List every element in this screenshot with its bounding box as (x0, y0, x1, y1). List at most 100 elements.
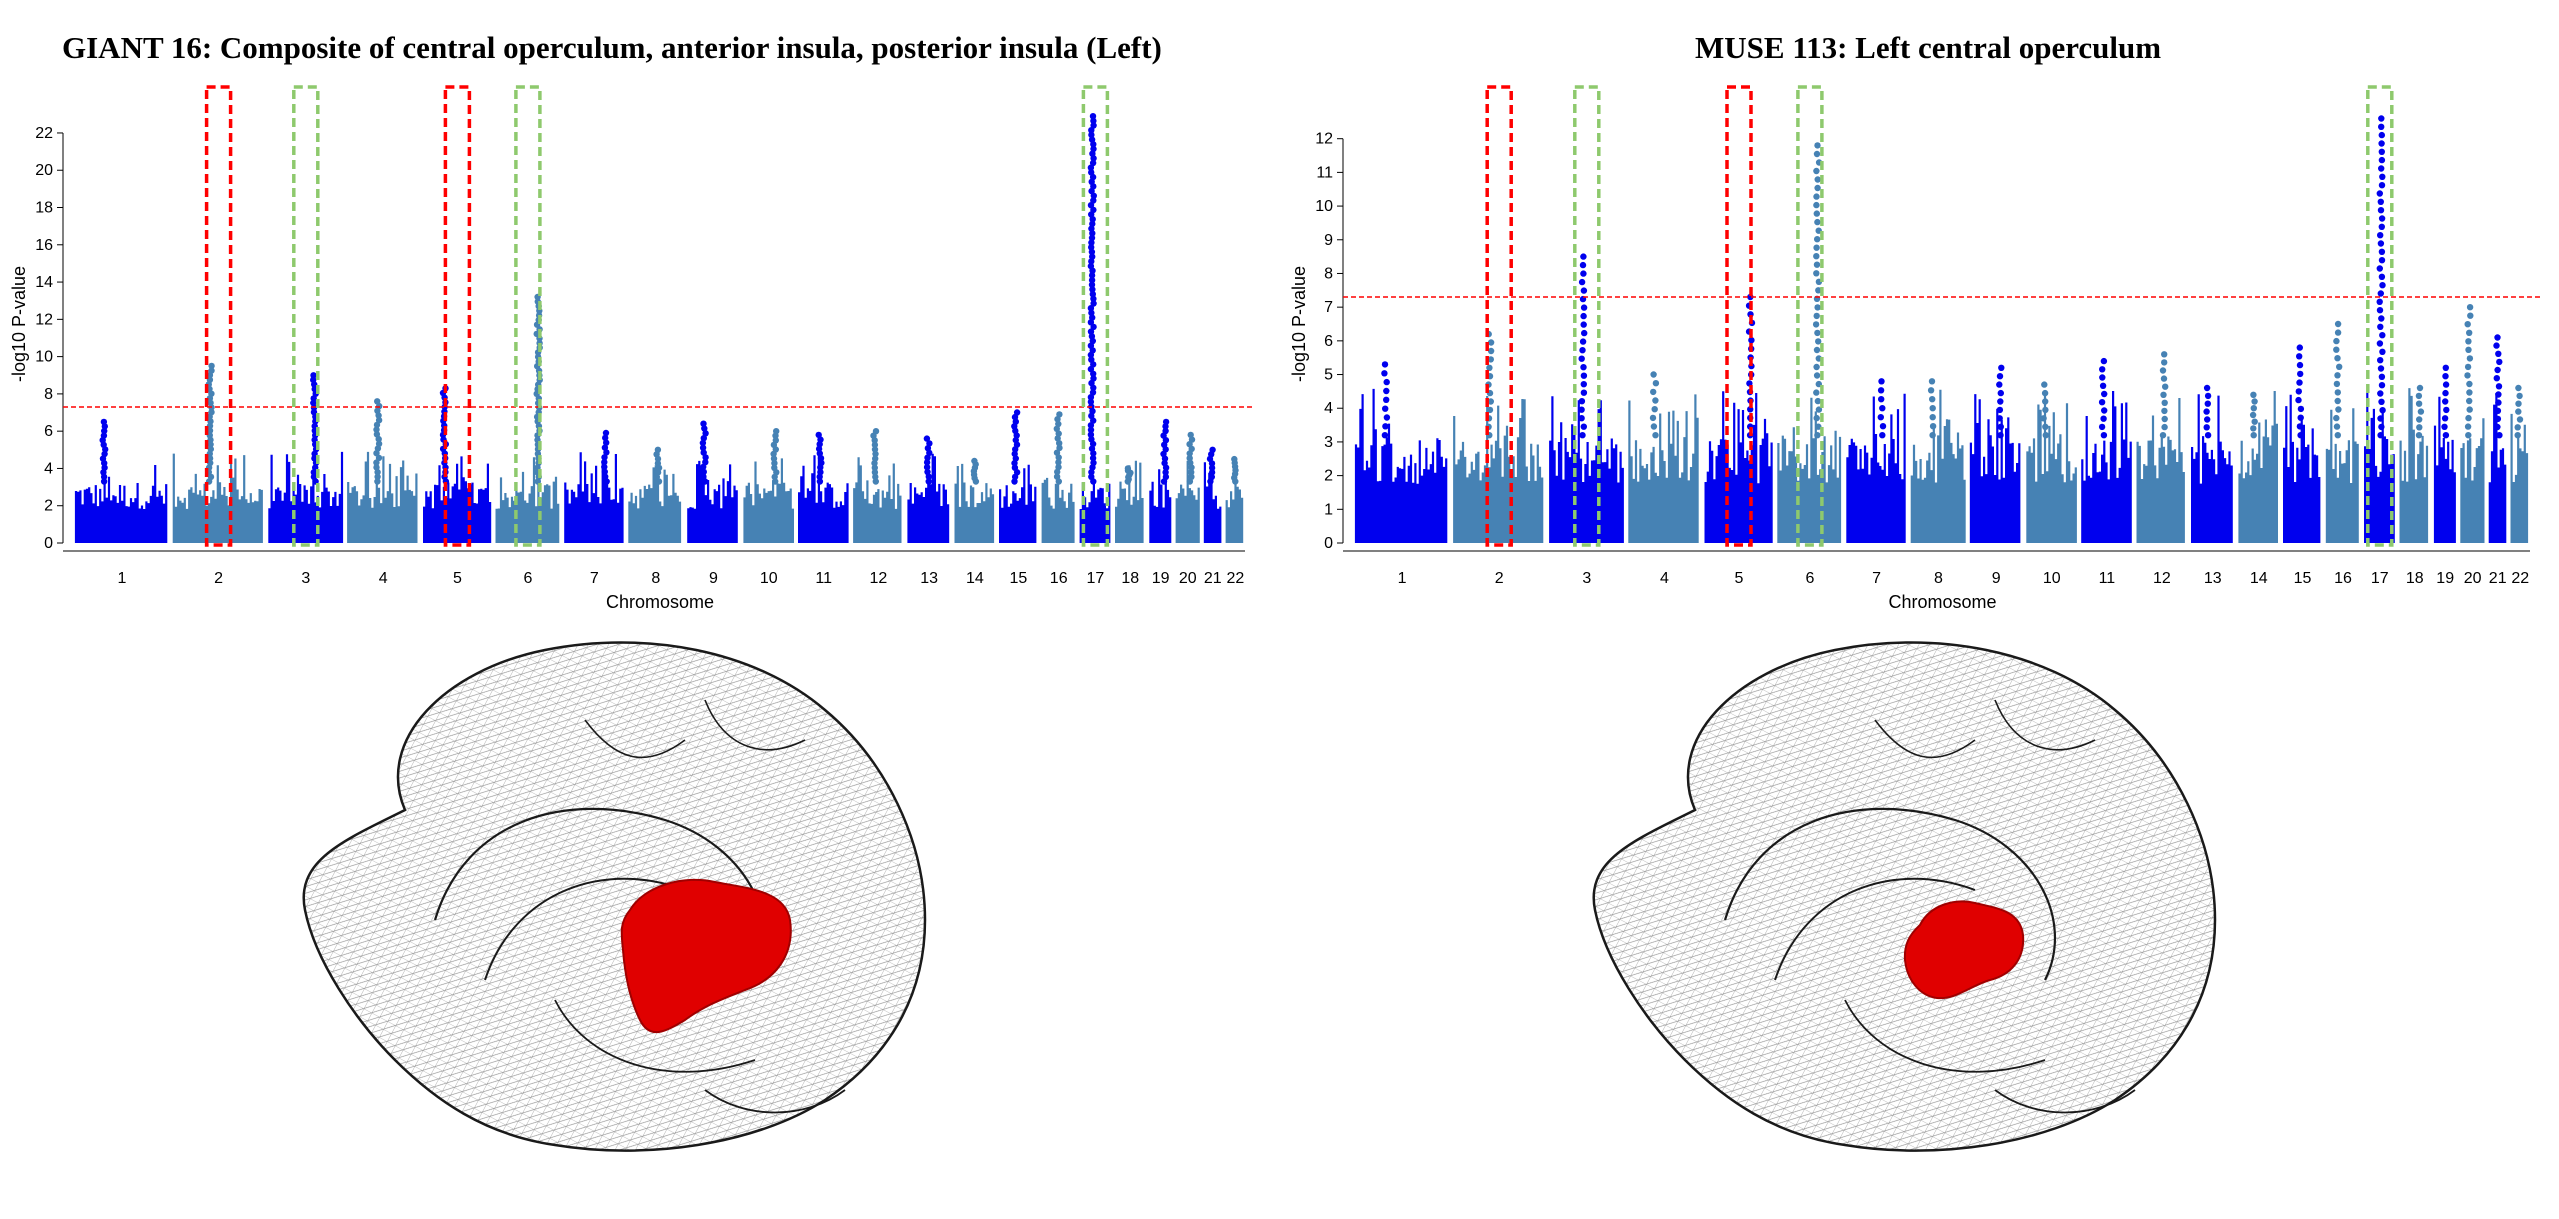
snp-point (1813, 167, 1820, 175)
chromosome-points-5 (423, 385, 492, 543)
snp-point (2378, 373, 2386, 380)
snp-point (1089, 389, 1097, 396)
snp-point (1814, 236, 1821, 243)
snp-point (100, 418, 108, 426)
snp-point (2467, 312, 2474, 319)
y-tick-label: 10 (35, 349, 53, 366)
snp-point (1580, 253, 1587, 260)
snp-point (871, 469, 879, 476)
x-tick-label: 11 (815, 570, 832, 587)
snp-point (2042, 423, 2049, 430)
chromosome-points-7 (564, 429, 624, 543)
chromosome-points-13 (2191, 384, 2233, 543)
snp-point (376, 402, 383, 410)
chromosome-points-4 (347, 398, 418, 543)
snp-point (2296, 379, 2303, 386)
chromosome-points-15 (999, 409, 1037, 543)
snp-point (2378, 140, 2385, 147)
snp-point (1814, 176, 1821, 183)
snp-point (1580, 364, 1587, 371)
snp-point (2041, 381, 2048, 388)
snp-point (1652, 397, 1659, 404)
snp-point (2378, 398, 2385, 405)
snp-point (2100, 415, 2107, 422)
snp-point (1813, 210, 1820, 217)
highlight-box-red-chr5 (1725, 85, 1753, 547)
snp-point (1580, 312, 1587, 320)
snp-point (2250, 425, 2257, 432)
snp-point (1929, 432, 1936, 439)
snp-point (602, 473, 609, 480)
y-tick-label: 11 (1316, 164, 1333, 181)
snp-point (2378, 382, 2386, 389)
y-tick-label: 14 (35, 274, 53, 291)
snp-point (2465, 414, 2472, 422)
chromosome-points-19 (1149, 418, 1172, 543)
snp-point (2442, 373, 2449, 380)
snp-point (601, 463, 608, 471)
snp-point (1815, 423, 1822, 430)
snp-point (1813, 193, 1820, 200)
x-tick-label: 6 (523, 570, 532, 587)
snp-point (1090, 459, 1097, 466)
snp-point (1087, 431, 1095, 438)
snp-point (1208, 464, 1216, 472)
snp-point (2203, 424, 2210, 431)
snp-point (1487, 347, 1495, 355)
snp-point (310, 372, 317, 379)
snp-point (1929, 405, 1936, 412)
snp-point (1087, 262, 1095, 270)
chromosome-band-2 (172, 453, 263, 543)
snp-point (1486, 406, 1494, 414)
snp-point (1814, 432, 1821, 439)
snp-point (871, 464, 878, 471)
snp-point (2466, 380, 2473, 388)
snp-point (700, 463, 707, 471)
snp-point (2295, 388, 2302, 395)
chromosome-band-16 (2325, 408, 2359, 543)
chromosome-band-16 (1041, 474, 1075, 543)
chromosome-band-21 (1203, 462, 1222, 543)
snp-point (2098, 423, 2106, 431)
y-tick-label: 0 (1324, 535, 1333, 552)
chromosome-band-9 (687, 460, 738, 543)
snp-point (2494, 407, 2502, 414)
snp-point (1055, 478, 1063, 485)
snp-point (2416, 424, 2423, 431)
chromosome-band-10 (2026, 395, 2077, 543)
snp-point (1381, 370, 1388, 377)
snp-point (2515, 384, 2522, 392)
snp-point (1578, 406, 1585, 413)
snp-point (2378, 156, 2386, 164)
x-tick-label: 19 (1152, 570, 1170, 587)
snp-point (2161, 423, 2168, 431)
snp-point (2378, 215, 2386, 222)
y-tick-label: 1 (1324, 501, 1333, 518)
snp-point (1090, 122, 1097, 129)
snp-point (2296, 361, 2304, 369)
snp-point (1090, 145, 1097, 153)
snp-point (700, 449, 707, 456)
y-tick-label: 10 (1315, 198, 1333, 215)
chromosome-band-2 (1453, 396, 1544, 543)
x-tick-label: 5 (453, 570, 462, 587)
snp-point (2442, 398, 2449, 405)
y-tick-label: 4 (1324, 400, 1333, 417)
chromosome-band-20 (2460, 418, 2485, 543)
snp-point (601, 468, 608, 475)
snp-point (872, 455, 879, 462)
snp-point (2042, 398, 2049, 405)
snp-point (1996, 381, 2003, 388)
snp-point (2204, 392, 2212, 400)
x-tick-label: 13 (920, 570, 938, 587)
snp-point (1382, 405, 1389, 412)
chromosome-points-6 (495, 293, 560, 543)
chromosome-band-22 (1225, 484, 1244, 543)
snp-point (1748, 337, 1755, 344)
snp-point (1878, 396, 1885, 403)
snp-point (2466, 304, 2474, 311)
chromosome-band-1 (1354, 388, 1448, 543)
snp-point (374, 398, 381, 405)
x-tick-label: 7 (590, 570, 599, 587)
